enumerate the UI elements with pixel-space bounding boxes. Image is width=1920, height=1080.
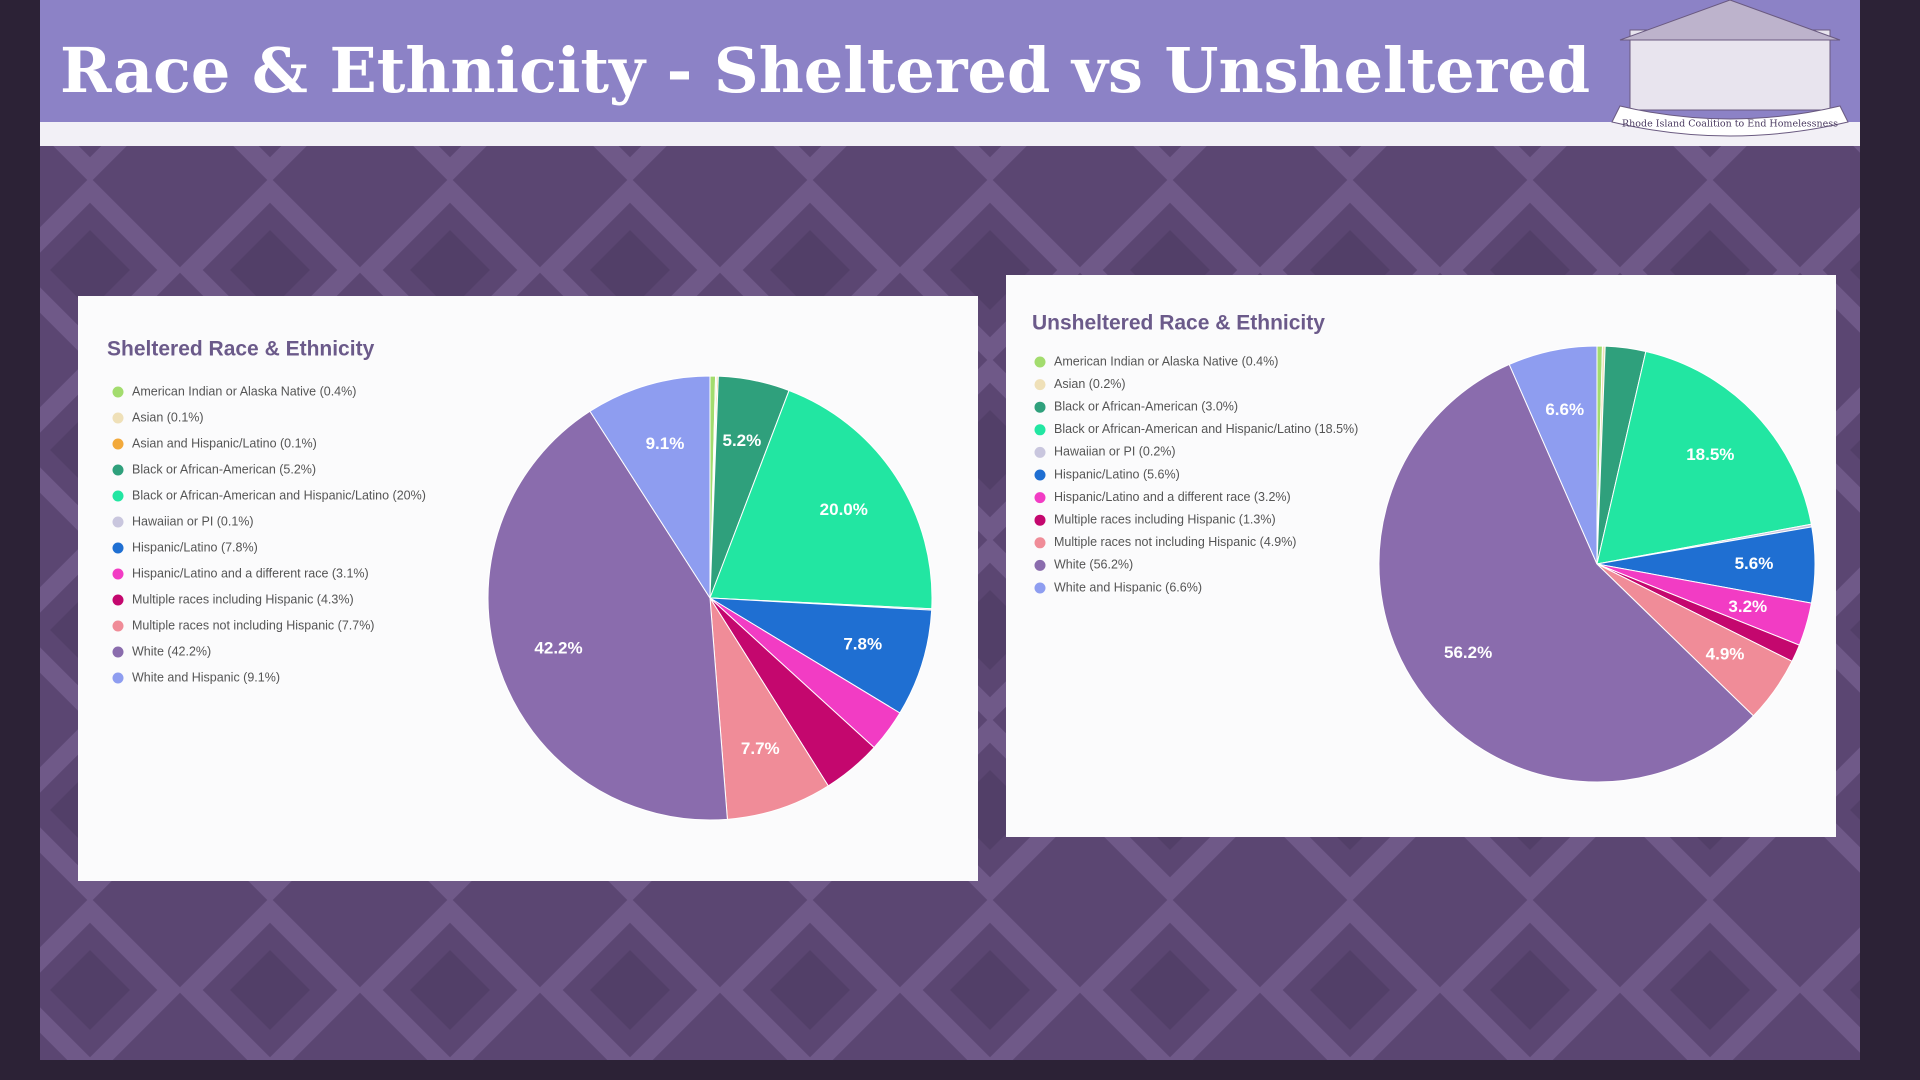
legend-swatch: [112, 672, 124, 684]
logo-roof: [1619, 0, 1841, 41]
legend-swatch: [1034, 559, 1046, 571]
logo: Rhode Island Coalition to End Homelessne…: [1611, 0, 1849, 137]
legend-swatch: [112, 620, 124, 632]
legend-swatch: [112, 386, 124, 398]
legend-label: Hispanic/Latino and a different race (3.…: [1054, 490, 1291, 504]
pie-slice: [1378, 363, 1755, 783]
legend-swatch: [1034, 401, 1046, 413]
legend-swatch: [112, 412, 124, 424]
pie-slice: [487, 410, 728, 821]
legend-label: Black or African-American and Hispanic/L…: [132, 488, 426, 502]
logo-text: Rhode Island Coalition to End Homelessne…: [1622, 119, 1838, 130]
legend-label: Asian (0.2%): [1054, 377, 1126, 391]
legend-swatch: [1034, 537, 1046, 549]
slice-label: 56.2%: [1444, 643, 1492, 662]
legend-label: Black or African-American and Hispanic/L…: [1054, 422, 1358, 436]
slice-label: 7.8%: [843, 635, 882, 654]
legend-swatch: [112, 568, 124, 580]
slide-title: Race & Ethnicity - Sheltered vs Unshelte…: [60, 34, 1590, 107]
legend-swatch: [1034, 582, 1046, 594]
slice-label: 5.2%: [723, 431, 762, 450]
legend-label: Hawaiian or PI (0.2%): [1054, 445, 1176, 459]
legend-swatch: [112, 438, 124, 450]
legend-swatch: [112, 542, 124, 554]
legend-swatch: [1034, 446, 1046, 458]
pie-slice: [709, 597, 933, 714]
legend-label: White and Hispanic (6.6%): [1054, 580, 1202, 594]
pie-slice: [709, 597, 829, 820]
pie-slice: [589, 375, 711, 600]
legend-swatch: [1034, 492, 1046, 504]
legend-label: White (56.2%): [1054, 558, 1133, 572]
legend-label: Black or African-American (5.2%): [132, 462, 316, 476]
chart-title: Unsheltered Race & Ethnicity: [1032, 312, 1325, 335]
slice-label: 18.5%: [1686, 445, 1734, 464]
legend-label: Hispanic/Latino (5.6%): [1054, 467, 1180, 481]
legend-swatch: [112, 646, 124, 658]
legend-swatch: [112, 464, 124, 476]
slice-label: 4.9%: [1706, 644, 1745, 663]
pie-slice: [709, 389, 933, 610]
header-band: [40, 0, 1860, 122]
legend-label: Multiple races not including Hispanic (7…: [132, 618, 374, 632]
slice-label: 6.6%: [1545, 400, 1584, 419]
legend-label: White and Hispanic (9.1%): [132, 670, 280, 684]
legend-swatch: [1034, 514, 1046, 526]
legend-label: Black or African-American (3.0%): [1054, 399, 1238, 413]
slice-label: 42.2%: [534, 638, 582, 657]
legend-label: Multiple races not including Hispanic (4…: [1054, 535, 1296, 549]
legend-label: Hispanic/Latino (7.8%): [132, 540, 258, 554]
pie-slice: [1508, 345, 1598, 565]
legend-label: American Indian or Alaska Native (0.4%): [132, 384, 356, 398]
legend-label: Hawaiian or PI (0.1%): [132, 514, 254, 528]
legend-swatch: [1034, 379, 1046, 391]
chart-title: Sheltered Race & Ethnicity: [107, 338, 375, 361]
legend-swatch: [112, 594, 124, 606]
logo-ribbon: [1611, 105, 1849, 137]
legend-swatch: [112, 490, 124, 502]
legend-swatch: [1034, 356, 1046, 368]
legend-label: White (42.2%): [132, 644, 211, 658]
slice-label: 9.1%: [646, 434, 685, 453]
legend-swatch: [112, 516, 124, 528]
pie-slice: [1596, 350, 1812, 565]
legend-swatch: [1034, 424, 1046, 436]
slice-label: 3.2%: [1728, 597, 1767, 616]
slice-label: 20.0%: [820, 500, 868, 519]
legend-label: Asian (0.1%): [132, 410, 204, 424]
slice-label: 5.6%: [1735, 554, 1774, 573]
legend-label: Hispanic/Latino and a different race (3.…: [132, 566, 369, 580]
legend-label: Asian and Hispanic/Latino (0.1%): [132, 436, 317, 450]
legend-label: American Indian or Alaska Native (0.4%): [1054, 354, 1278, 368]
legend-label: Multiple races including Hispanic (1.3%): [1054, 512, 1276, 526]
legend-swatch: [1034, 469, 1046, 481]
logo-house: [1629, 29, 1831, 111]
header-stripe: [40, 122, 1860, 146]
legend-label: Multiple races including Hispanic (4.3%): [132, 592, 354, 606]
slice-label: 7.7%: [741, 739, 780, 758]
